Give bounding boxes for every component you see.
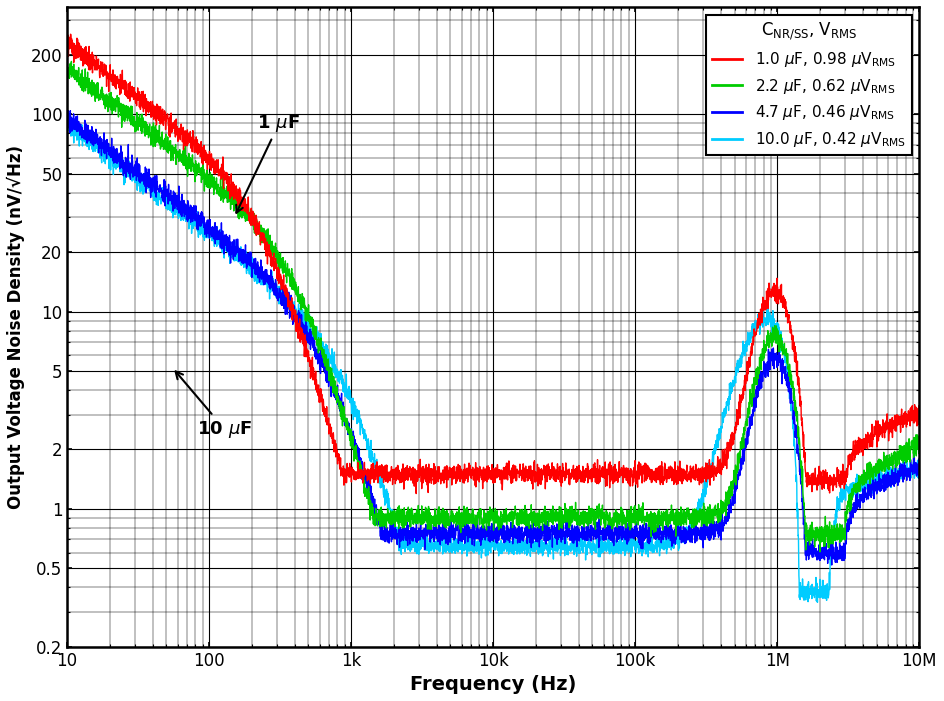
X-axis label: Frequency (Hz): Frequency (Hz)	[410, 675, 577, 694]
Legend: 1.0 $\mu$F, 0.98 $\mu$V$_\mathregular{RMS}$, 2.2 $\mu$F, 0.62 $\mu$V$_\mathregul: 1.0 $\mu$F, 0.98 $\mu$V$_\mathregular{RM…	[706, 15, 912, 155]
Text: 1 $\mu$F: 1 $\mu$F	[236, 113, 300, 213]
Text: 10 $\mu$F: 10 $\mu$F	[176, 372, 252, 440]
Y-axis label: Output Voltage Noise Density (nV/√Hz): Output Voltage Noise Density (nV/√Hz)	[7, 145, 25, 509]
